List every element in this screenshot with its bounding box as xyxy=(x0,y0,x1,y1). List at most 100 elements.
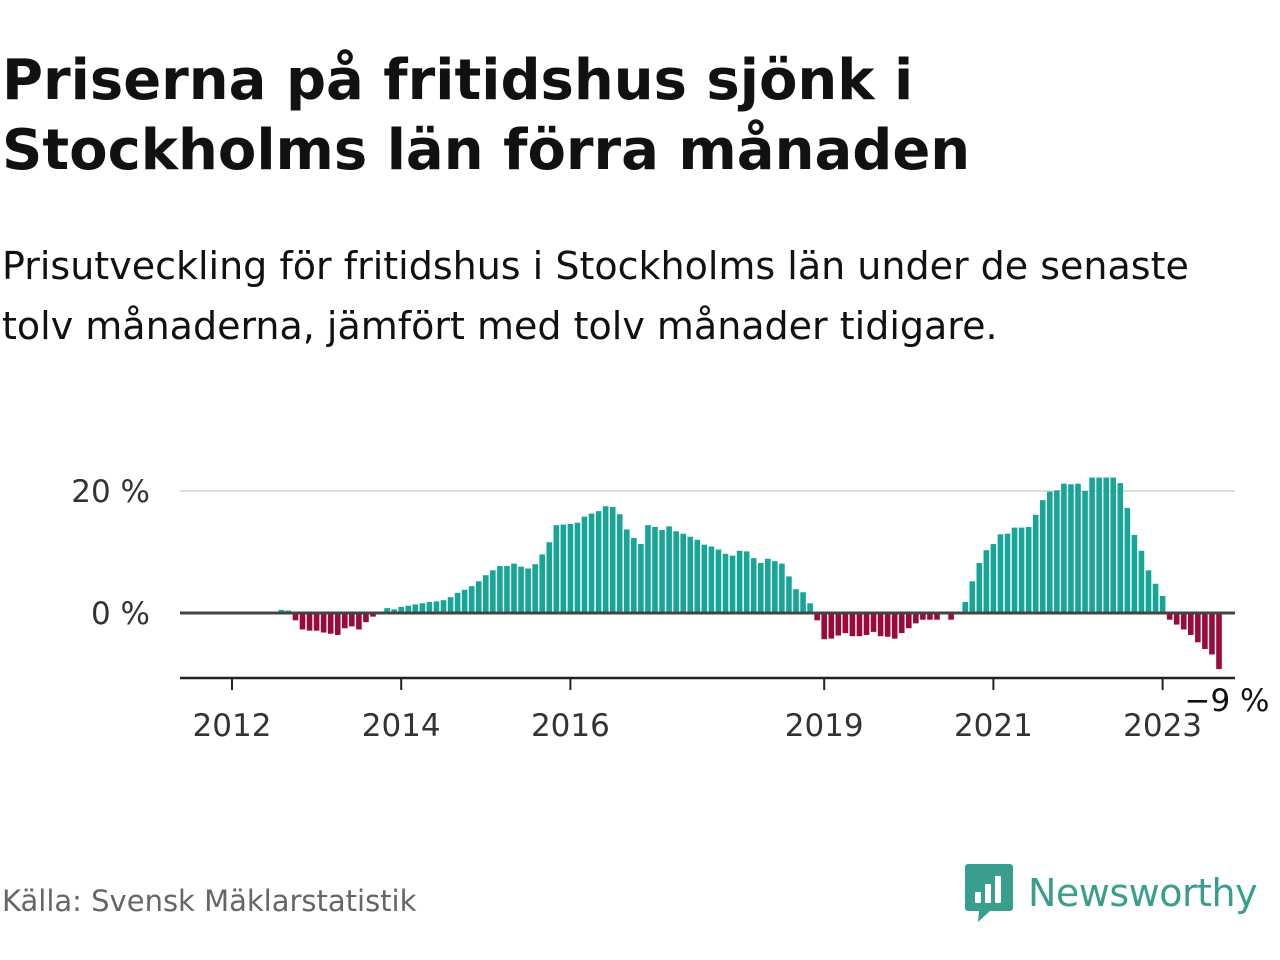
bar xyxy=(1054,490,1060,613)
bar xyxy=(447,597,454,613)
bar xyxy=(1124,508,1131,613)
bar xyxy=(546,542,553,613)
bar xyxy=(461,589,468,613)
bar xyxy=(765,558,771,613)
bar xyxy=(475,581,482,613)
bar xyxy=(588,513,595,613)
bar xyxy=(1068,484,1074,613)
bar xyxy=(750,558,757,613)
bar xyxy=(518,566,524,613)
bar xyxy=(708,546,715,613)
bar xyxy=(962,602,968,613)
chart-subtitle: Prisutveckling för fritidshus i Stockhol… xyxy=(2,244,1189,348)
bar xyxy=(856,613,863,637)
bar xyxy=(327,613,334,634)
bar xyxy=(595,511,602,613)
bar xyxy=(1195,613,1201,643)
bar xyxy=(729,555,736,613)
bar xyxy=(504,566,510,613)
bar xyxy=(990,544,997,613)
bar xyxy=(1216,613,1222,670)
source-note: Källa: Svensk Mäklarstatistik xyxy=(2,884,417,918)
bar xyxy=(1117,483,1124,613)
bar xyxy=(349,613,355,627)
bar xyxy=(786,576,792,613)
bar xyxy=(687,536,694,613)
bar xyxy=(292,613,299,621)
bar xyxy=(807,603,813,613)
bar xyxy=(680,533,686,613)
bar xyxy=(609,506,616,613)
bar xyxy=(539,554,545,613)
bar xyxy=(969,581,976,613)
bar xyxy=(1039,500,1046,613)
x-tick-label: 2016 xyxy=(531,708,610,744)
bar xyxy=(1018,527,1025,613)
bar xyxy=(1004,533,1011,613)
bar xyxy=(483,575,489,613)
bar xyxy=(440,600,447,613)
newsworthy-logo[interactable]: Newsworthy xyxy=(964,862,1258,924)
bar xyxy=(1082,491,1088,613)
bar xyxy=(1131,534,1138,613)
bar xyxy=(278,609,285,613)
bar xyxy=(602,506,609,613)
bar xyxy=(976,562,983,613)
bar xyxy=(1180,613,1187,630)
bar xyxy=(426,602,433,613)
bar xyxy=(743,551,750,613)
bar xyxy=(574,522,581,613)
x-tick-label: 2019 xyxy=(785,708,864,744)
bar xyxy=(320,613,327,633)
bar xyxy=(736,550,743,613)
bar xyxy=(299,613,306,630)
bar xyxy=(870,613,877,632)
bar xyxy=(920,613,926,620)
bar xyxy=(863,613,870,635)
x-tick-label: 2012 xyxy=(193,708,272,744)
bar xyxy=(412,604,419,613)
bar xyxy=(497,566,503,613)
bar xyxy=(849,613,856,637)
bar xyxy=(757,562,764,613)
bar xyxy=(384,608,390,613)
bar xyxy=(722,553,729,613)
bar xyxy=(927,613,933,620)
bar xyxy=(405,605,412,613)
bar xyxy=(1209,613,1215,655)
bar xyxy=(997,534,1004,613)
y-tick-label: 0 % xyxy=(91,596,150,632)
bar xyxy=(1202,613,1208,649)
bar xyxy=(624,529,630,613)
bar xyxy=(1075,483,1081,613)
bar xyxy=(694,539,701,613)
bar xyxy=(1138,550,1145,613)
newsworthy-logo-text: Newsworthy xyxy=(1028,871,1258,915)
bar xyxy=(532,564,538,613)
bar xyxy=(652,526,658,613)
bar xyxy=(1011,527,1018,613)
bar xyxy=(581,516,588,613)
bar xyxy=(334,613,341,635)
bar xyxy=(525,568,531,613)
bar xyxy=(567,523,574,613)
bar xyxy=(560,524,567,613)
bar xyxy=(370,613,376,617)
bar xyxy=(793,589,799,613)
bar xyxy=(877,613,884,637)
bar xyxy=(616,514,623,613)
bar xyxy=(814,613,820,621)
bar xyxy=(313,613,320,631)
bar xyxy=(891,613,898,639)
bar xyxy=(666,526,672,613)
bar xyxy=(898,613,905,634)
bar xyxy=(363,613,369,623)
bar xyxy=(511,563,517,613)
bar xyxy=(419,603,426,613)
bar xyxy=(1047,491,1053,613)
y-tick-label: 20 % xyxy=(71,474,150,510)
bar xyxy=(821,613,827,640)
bar xyxy=(391,609,397,613)
x-tick-label: 2023 xyxy=(1123,708,1202,744)
bar xyxy=(1089,477,1095,613)
